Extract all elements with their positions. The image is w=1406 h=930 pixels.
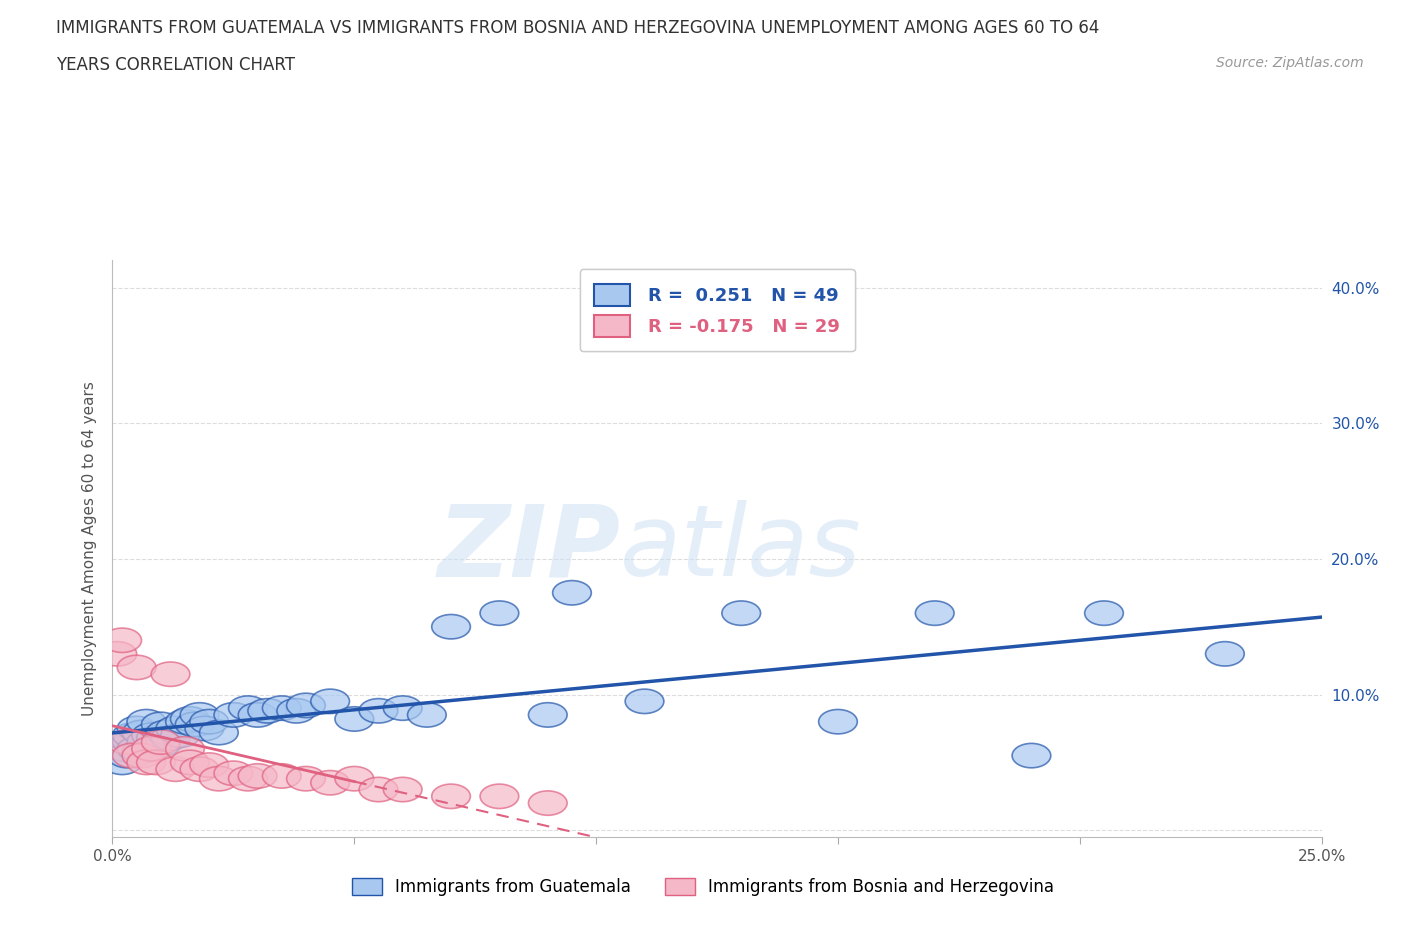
Ellipse shape [721, 601, 761, 625]
Ellipse shape [311, 771, 350, 795]
Ellipse shape [136, 751, 176, 775]
Ellipse shape [108, 730, 146, 754]
Ellipse shape [142, 733, 180, 757]
Y-axis label: Unemployment Among Ages 60 to 64 years: Unemployment Among Ages 60 to 64 years [82, 381, 97, 716]
Ellipse shape [180, 757, 219, 781]
Ellipse shape [132, 723, 170, 748]
Ellipse shape [112, 730, 152, 754]
Ellipse shape [156, 757, 194, 781]
Legend: R =  0.251   N = 49, R = -0.175   N = 29: R = 0.251 N = 49, R = -0.175 N = 29 [579, 270, 855, 352]
Ellipse shape [117, 716, 156, 740]
Ellipse shape [117, 737, 156, 761]
Ellipse shape [170, 751, 209, 775]
Ellipse shape [127, 751, 166, 775]
Ellipse shape [112, 723, 152, 748]
Ellipse shape [170, 707, 209, 731]
Ellipse shape [127, 710, 166, 734]
Ellipse shape [229, 766, 267, 790]
Ellipse shape [152, 725, 190, 751]
Ellipse shape [146, 721, 186, 745]
Ellipse shape [384, 696, 422, 721]
Ellipse shape [229, 696, 267, 721]
Ellipse shape [214, 761, 253, 786]
Ellipse shape [479, 601, 519, 625]
Ellipse shape [359, 698, 398, 723]
Ellipse shape [277, 698, 315, 723]
Ellipse shape [263, 764, 301, 788]
Ellipse shape [160, 723, 200, 748]
Legend: Immigrants from Guatemala, Immigrants from Bosnia and Herzegovina: Immigrants from Guatemala, Immigrants fr… [346, 871, 1060, 903]
Ellipse shape [335, 707, 374, 731]
Text: ZIP: ZIP [437, 500, 620, 597]
Ellipse shape [142, 712, 180, 737]
Ellipse shape [479, 784, 519, 808]
Ellipse shape [247, 698, 287, 723]
Ellipse shape [142, 730, 180, 754]
Ellipse shape [156, 716, 194, 740]
Ellipse shape [432, 615, 471, 639]
Ellipse shape [359, 777, 398, 802]
Ellipse shape [408, 703, 446, 727]
Ellipse shape [180, 703, 219, 727]
Ellipse shape [1205, 642, 1244, 666]
Ellipse shape [200, 721, 238, 745]
Ellipse shape [127, 730, 166, 754]
Ellipse shape [103, 751, 142, 775]
Ellipse shape [335, 766, 374, 790]
Ellipse shape [915, 601, 955, 625]
Ellipse shape [176, 712, 214, 737]
Ellipse shape [311, 689, 350, 713]
Text: IMMIGRANTS FROM GUATEMALA VS IMMIGRANTS FROM BOSNIA AND HERZEGOVINA UNEMPLOYMENT: IMMIGRANTS FROM GUATEMALA VS IMMIGRANTS … [56, 19, 1099, 36]
Ellipse shape [287, 766, 325, 790]
Text: YEARS CORRELATION CHART: YEARS CORRELATION CHART [56, 56, 295, 73]
Text: atlas: atlas [620, 500, 862, 597]
Ellipse shape [190, 753, 229, 777]
Ellipse shape [166, 737, 204, 761]
Ellipse shape [238, 703, 277, 727]
Ellipse shape [384, 777, 422, 802]
Ellipse shape [553, 580, 592, 605]
Ellipse shape [287, 693, 325, 718]
Ellipse shape [190, 710, 229, 734]
Text: Source: ZipAtlas.com: Source: ZipAtlas.com [1216, 56, 1364, 70]
Ellipse shape [108, 743, 146, 768]
Ellipse shape [818, 710, 858, 734]
Ellipse shape [152, 662, 190, 686]
Ellipse shape [214, 703, 253, 727]
Ellipse shape [238, 764, 277, 788]
Ellipse shape [103, 628, 142, 653]
Ellipse shape [112, 743, 152, 768]
Ellipse shape [166, 710, 204, 734]
Ellipse shape [263, 696, 301, 721]
Ellipse shape [1012, 743, 1050, 768]
Ellipse shape [626, 689, 664, 713]
Ellipse shape [103, 737, 142, 761]
Ellipse shape [122, 739, 160, 764]
Ellipse shape [529, 790, 567, 816]
Ellipse shape [117, 656, 156, 680]
Ellipse shape [186, 716, 224, 740]
Ellipse shape [1084, 601, 1123, 625]
Ellipse shape [98, 642, 136, 666]
Ellipse shape [122, 721, 160, 745]
Ellipse shape [136, 725, 176, 751]
Ellipse shape [122, 743, 160, 768]
Ellipse shape [529, 703, 567, 727]
Ellipse shape [432, 784, 471, 808]
Ellipse shape [200, 766, 238, 790]
Ellipse shape [132, 737, 170, 761]
